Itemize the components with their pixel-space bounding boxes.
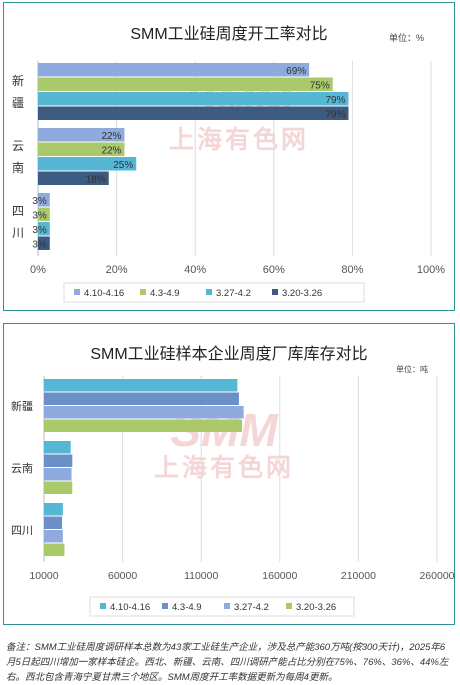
bar — [38, 142, 125, 156]
bar-data-label: 79% — [325, 110, 345, 121]
chart-title: SMM工业硅样本企业周度厂库库存对比 — [90, 346, 368, 363]
category-label: 疆 — [12, 96, 24, 110]
category-label: 云南 — [11, 462, 33, 475]
bar — [44, 530, 63, 543]
legend-swatch — [140, 289, 146, 295]
x-tick-label: 160000 — [262, 570, 297, 582]
category-label: 南 — [12, 160, 24, 175]
bar — [44, 379, 238, 392]
x-tick-label: 10000 — [29, 570, 58, 582]
bar-data-label: 79% — [325, 95, 345, 106]
bar — [44, 481, 73, 494]
legend-swatch — [162, 603, 168, 609]
unit-label: 单位：% — [388, 33, 424, 43]
bar-data-label: 75% — [310, 81, 330, 92]
bar — [38, 236, 50, 250]
inventory-chart-panel: SMM工业硅样本企业周度厂库库存对比 单位：吨 SMM上海有色网10000600… — [3, 323, 455, 625]
bar-data-label: 3% — [32, 211, 47, 222]
bar — [44, 503, 63, 516]
bar-data-label: 22% — [101, 146, 121, 157]
footnote: 备注：SMM工业硅周度调研样本总数为43家工业硅生产企业，涉及总产能360万吨(… — [6, 642, 449, 683]
x-tick-label: 20% — [106, 264, 128, 276]
category-label: 四 — [12, 204, 24, 218]
x-tick-label: 110000 — [184, 570, 218, 582]
legend-label: 4.10-4.16 — [84, 288, 124, 299]
bar — [44, 419, 243, 432]
category-label: 川 — [12, 226, 24, 240]
bar — [44, 543, 65, 556]
x-tick-label: 100% — [417, 264, 445, 276]
legend-swatch — [272, 289, 278, 295]
bar — [38, 128, 125, 142]
bar — [44, 516, 63, 529]
watermark-name: 上海有色网 — [169, 125, 309, 154]
bar — [38, 63, 310, 77]
category-label: 四川 — [11, 525, 33, 537]
bar — [38, 207, 50, 221]
x-tick-label: 40% — [184, 264, 206, 276]
legend-swatch — [224, 603, 230, 609]
bar — [44, 406, 244, 419]
bar-data-label: 25% — [113, 160, 133, 171]
capacity-utilization-chart: SMM上海有色网0%20%40%60%80%100%新疆69%75%79%79%… — [12, 61, 445, 303]
bar — [38, 157, 137, 171]
bar — [44, 441, 71, 454]
x-tick-label: 210000 — [341, 570, 376, 582]
legend-label: 4.3-4.9 — [150, 288, 180, 299]
bar — [38, 222, 50, 236]
legend-label: 3.20-3.26 — [296, 602, 336, 613]
bar — [38, 77, 333, 91]
category-label: 新疆 — [11, 399, 33, 413]
legend-box — [89, 596, 355, 617]
legend-swatch — [286, 603, 292, 609]
legend-label: 4.3-4.9 — [172, 602, 202, 613]
x-tick-label: 80% — [341, 264, 363, 276]
bar-data-label: 18% — [86, 175, 106, 186]
legend-swatch — [100, 603, 106, 609]
chart-title: SMM工业硅周度开工率对比 — [130, 26, 328, 43]
bar — [44, 468, 72, 481]
watermark-name: 上海有色网 — [154, 453, 294, 482]
category-label: 云 — [12, 139, 24, 153]
legend-box — [63, 282, 365, 303]
legend-label: 3.27-4.2 — [216, 288, 251, 299]
bar-data-label: 3% — [32, 196, 47, 207]
legend-label: 4.10-4.16 — [110, 602, 150, 613]
bar-data-label: 3% — [32, 225, 47, 236]
x-tick-label: 60% — [263, 264, 285, 276]
x-tick-label: 60000 — [108, 570, 137, 582]
unit-label: 单位：吨 — [396, 365, 428, 374]
x-tick-label: 260000 — [419, 570, 454, 582]
bar-data-label: 69% — [286, 66, 306, 77]
inventory-chart: SMM上海有色网10000600001100001600002100002600… — [11, 376, 455, 617]
bar — [44, 454, 73, 467]
bar — [38, 106, 349, 120]
legend-swatch — [74, 289, 80, 295]
legend-label: 3.20-3.26 — [282, 288, 322, 299]
bar — [38, 92, 349, 106]
bar — [38, 193, 50, 207]
legend-label: 3.27-4.2 — [234, 602, 269, 613]
capacity-utilization-chart-panel: SMM工业硅周度开工率对比 单位：% SMM上海有色网0%20%40%60%80… — [3, 2, 455, 311]
legend-swatch — [206, 289, 212, 295]
bar — [38, 171, 109, 185]
legend: 4.10-4.16 4.3-4.9 3.27-4.2 3.20-3.26 — [89, 596, 355, 617]
x-tick-label: 0% — [30, 264, 46, 276]
bar — [44, 392, 239, 405]
bar-data-label: 3% — [32, 240, 47, 251]
category-label: 新 — [12, 73, 24, 88]
legend: 4.10-4.16 4.3-4.9 3.27-4.2 3.20-3.26 — [63, 282, 365, 303]
bar-data-label: 22% — [101, 131, 121, 142]
